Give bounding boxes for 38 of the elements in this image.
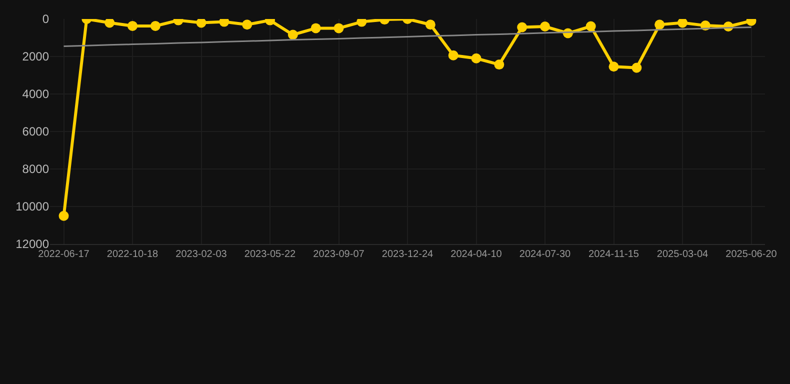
point — [288, 30, 298, 40]
y-tick-label: 6000 — [22, 124, 50, 139]
point — [586, 21, 596, 32]
y-tick-label: 4000 — [22, 87, 50, 102]
point — [150, 20, 160, 31]
point — [104, 19, 115, 28]
x-tick-label: 2023-05-22 — [244, 249, 296, 260]
point — [425, 20, 436, 30]
point — [678, 19, 688, 28]
point — [517, 22, 528, 32]
x-tick-label: 2024-04-10 — [450, 249, 502, 260]
y-tick-label: 0 — [42, 12, 50, 26]
point — [58, 210, 69, 221]
x-tick-label: 2023-02-03 — [176, 249, 228, 260]
point — [310, 23, 321, 34]
point — [540, 22, 550, 32]
x-tick-label: 2023-12-24 — [382, 249, 434, 260]
point — [196, 19, 206, 28]
point — [632, 62, 642, 73]
point — [128, 20, 138, 31]
point — [608, 62, 619, 72]
x-tick-label: 2023-09-07 — [313, 249, 365, 260]
x-tick-label: 2024-11-15 — [588, 249, 640, 260]
point — [471, 53, 482, 64]
point — [242, 20, 252, 30]
point — [494, 60, 504, 70]
point — [654, 20, 665, 30]
x-tick-label: 2025-06-20 — [726, 249, 778, 260]
point — [334, 23, 344, 34]
x-tick-label: 2024-07-30 — [519, 249, 572, 260]
y-tick-label: 10000 — [16, 200, 50, 214]
point — [448, 50, 458, 60]
y-tick-label: 12000 — [16, 237, 50, 252]
y-tick-label: 2000 — [22, 50, 50, 64]
y-tick-label: 8000 — [22, 162, 50, 176]
x-tick-label: 2022-06-17 — [38, 249, 90, 260]
x-tick-label: 2025-03-04 — [656, 249, 709, 260]
x-tick-label: 2022-10-18 — [106, 249, 159, 260]
